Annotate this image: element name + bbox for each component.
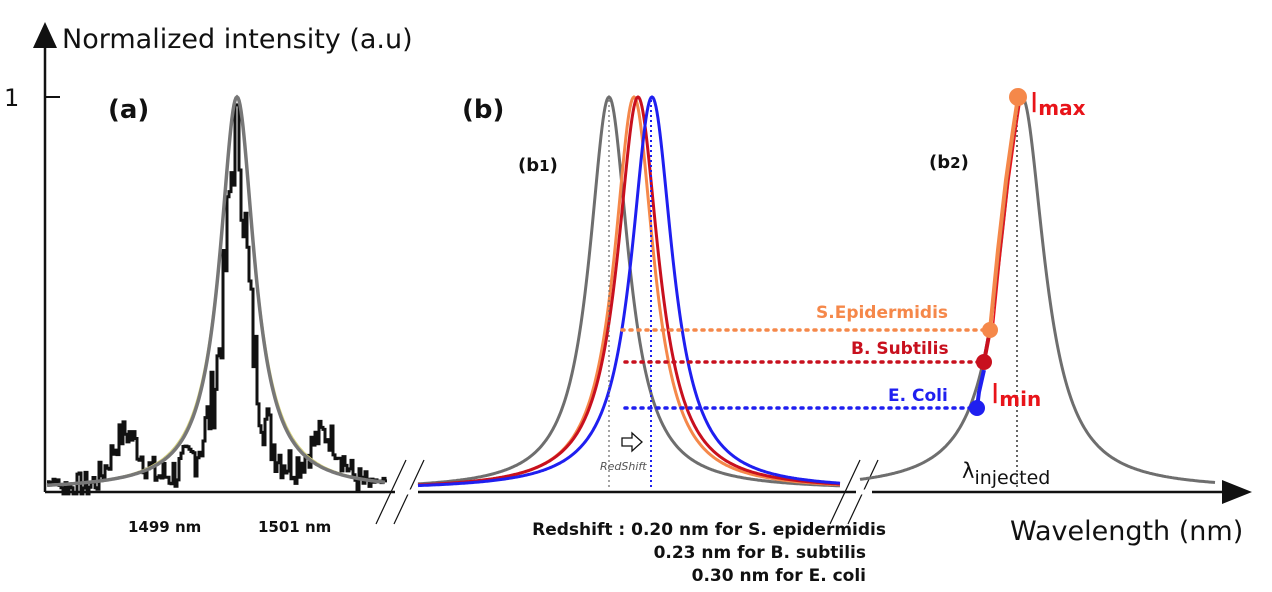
label-e-coli: E. Coli <box>888 386 948 406</box>
panel-b-label: (b) <box>462 95 504 125</box>
panel-b2-label-close: ) <box>961 152 969 173</box>
reference-resonance <box>417 95 840 488</box>
imax-point <box>1009 88 1027 106</box>
redshift-arrow-label: RedShift <box>600 460 647 473</box>
lambda-injected-label: λinjected <box>962 459 1050 489</box>
injected-resonance <box>859 95 1216 484</box>
panel-b1-plot <box>417 95 841 490</box>
panel-a-plot <box>46 94 387 496</box>
panel-b1-label-main: (b <box>518 155 539 176</box>
x-axis-arrow <box>1222 480 1252 504</box>
label-b-subtilis: B. Subtilis <box>851 339 949 359</box>
operating-point-s-epidermidis <box>982 322 998 338</box>
x-axis-title: Wavelength (nm) <box>1010 516 1243 547</box>
resonance-e-coli <box>417 95 841 488</box>
panel-b1-label-close: ) <box>550 155 558 176</box>
panel-a-tick-1501: 1501 nm <box>258 518 331 536</box>
y-tick-label-1: 1 <box>4 84 19 112</box>
panel-b2-plot <box>620 88 1216 490</box>
redshift-note-1: Redshift : 0.20 nm for S. epidermidis <box>532 520 886 540</box>
y-axis-title: Normalized intensity (a.u) <box>62 24 413 55</box>
y-axis-arrow <box>33 22 57 48</box>
panel-b2-label-main: (b <box>929 152 950 173</box>
imax-label-main: I <box>1030 86 1038 119</box>
lambda-injected-main: λ <box>962 459 974 483</box>
panel-a-tick-1499: 1499 nm <box>128 518 201 536</box>
imax-label: Imax <box>1030 86 1086 120</box>
label-s-epidermidis: S.Epidermidis <box>816 303 948 323</box>
panel-b2-label-sub: 2 <box>950 154 960 172</box>
redshift-note-3: 0.30 nm for E. coli <box>692 566 866 586</box>
resonance-b-subtilis <box>417 95 841 487</box>
operating-point-e-coli <box>969 400 985 416</box>
axis-break-left <box>375 459 425 525</box>
imin-label: Imin <box>991 377 1041 411</box>
operating-point-b-subtilis <box>976 354 992 370</box>
sepidermidis-segment <box>988 96 1020 331</box>
imax-label-sub: max <box>1038 96 1085 120</box>
panel-b1-label-sub: 1 <box>539 157 549 175</box>
axis-break-right <box>829 459 879 525</box>
panel-a-label: (a) <box>108 95 149 125</box>
imin-label-sub: min <box>999 387 1041 411</box>
imin-label-main: I <box>991 377 999 410</box>
redshift-arrow-icon <box>621 431 643 453</box>
lambda-injected-sub: injected <box>974 467 1050 489</box>
panel-b2-label: (b2) <box>929 152 969 173</box>
panel-b1-label: (b1) <box>518 155 558 176</box>
redshift-note-2: 0.23 nm for B. subtilis <box>654 543 866 563</box>
sepidermidis-edge <box>992 96 1022 331</box>
lorentzian-fit <box>46 94 386 488</box>
